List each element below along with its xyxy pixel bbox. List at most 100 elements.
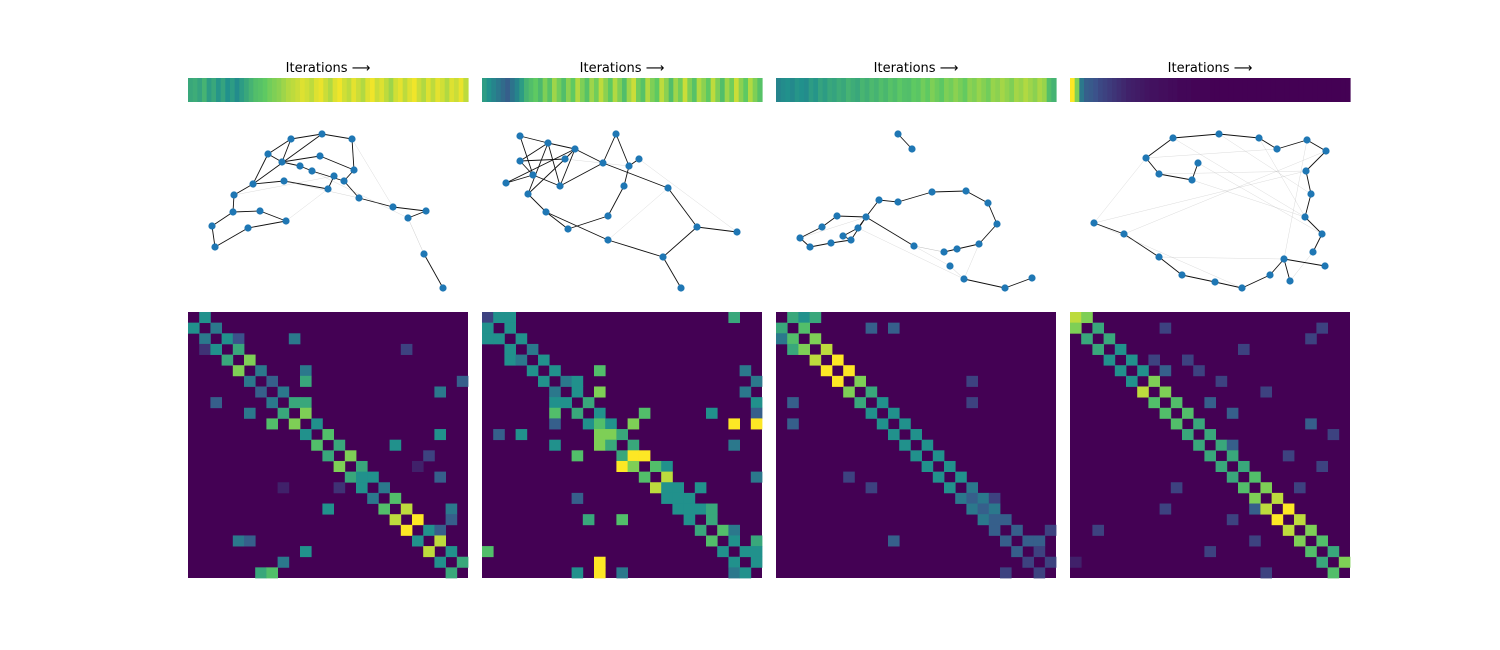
matrix-cell [400, 343, 413, 355]
matrix-cell [1022, 535, 1034, 547]
strip-cell [1112, 78, 1118, 102]
strip-cell [724, 78, 730, 102]
strip-cell [1079, 78, 1085, 102]
strip-cell [1042, 78, 1048, 102]
graph-node [524, 190, 532, 198]
graph-edge [1305, 150, 1327, 172]
strip-cell [1219, 78, 1225, 102]
strip-cell [594, 78, 600, 102]
matrix-cell [932, 450, 945, 462]
strip-cell [202, 78, 208, 102]
matrix-cell [1022, 556, 1034, 568]
graph-edge [321, 133, 353, 140]
matrix-cell [739, 365, 752, 377]
graph-node [862, 213, 870, 221]
strip-cell [892, 78, 898, 102]
strip-cell [547, 78, 553, 102]
graph-edge [931, 190, 967, 193]
strip-cell [398, 78, 404, 102]
strip-cell [1238, 78, 1244, 102]
matrix-cell [876, 418, 889, 430]
matrix-cell [594, 556, 606, 568]
strip-cell [692, 78, 698, 102]
matrix-cell [776, 322, 788, 334]
graph-edge [567, 215, 609, 230]
strip-cell [855, 78, 861, 102]
strip-cell [1182, 78, 1188, 102]
matrix-cell [1011, 546, 1023, 558]
matrix-cell [1316, 460, 1328, 472]
strip-cell [206, 78, 212, 102]
matrix-cell [977, 492, 990, 504]
matrix-cell [482, 333, 494, 345]
strip-cell [710, 78, 716, 102]
matrix-cell [255, 567, 267, 579]
matrix-cell [1148, 354, 1160, 366]
matrix-cell [1238, 343, 1250, 355]
graph-node [316, 152, 324, 160]
graph-edge [987, 202, 998, 225]
matrix-cell [423, 450, 435, 462]
strip-cell [972, 78, 978, 102]
graph-edge [519, 135, 534, 176]
matrix-cell [1070, 556, 1082, 568]
strip-cell [612, 78, 618, 102]
graph-edge [311, 170, 345, 182]
graph-edge [423, 253, 444, 289]
matrix-cell [1226, 439, 1239, 451]
graph-edge [505, 174, 534, 184]
graph-edge [897, 191, 933, 203]
strip-cell [1275, 78, 1281, 102]
strip-cell [1154, 78, 1160, 102]
matrix-cell [412, 535, 424, 547]
matrix-cell [683, 503, 696, 515]
matrix-cell [199, 333, 211, 345]
matrix-cell [966, 503, 978, 515]
matrix-cell [706, 407, 718, 419]
matrix-cell [988, 514, 1001, 526]
strip-cell [883, 78, 889, 102]
graph-node [229, 208, 237, 216]
matrix-cell [322, 503, 334, 515]
graph-node [1238, 284, 1246, 292]
matrix-cell [482, 322, 494, 334]
matrix-cell [750, 471, 763, 483]
matrix-heatmap-1 [188, 312, 469, 579]
matrix-cell [482, 546, 494, 558]
strip-cell [412, 78, 418, 102]
matrix-cell [1215, 439, 1228, 451]
strip-cell [1135, 78, 1141, 102]
graph-node [556, 182, 564, 190]
matrix-cell [888, 535, 900, 547]
graph-node [1302, 167, 1310, 175]
graph-edge [1093, 157, 1147, 224]
matrix-cell [661, 471, 673, 483]
strip-cell [1144, 78, 1150, 102]
strip-cell [211, 78, 217, 102]
matrix-cell [188, 322, 200, 334]
strip-cell [916, 78, 922, 102]
matrix-cell [594, 439, 606, 451]
matrix-cell [445, 546, 458, 558]
graph-node [659, 253, 667, 261]
graph-node [282, 217, 290, 225]
strip-cell [253, 78, 259, 102]
strip-cell [995, 78, 1001, 102]
graph-edge [913, 245, 951, 267]
strip-cell [598, 78, 604, 102]
matrix-cell [616, 450, 628, 462]
strip-cell [416, 78, 422, 102]
graph-node [516, 157, 524, 165]
matrix-cell [1182, 407, 1194, 419]
panel-title-3: Iterations ⟶ [874, 61, 959, 76]
strip-cell [342, 78, 348, 102]
strip-cell [496, 78, 502, 102]
strip-cell [976, 78, 982, 102]
matrix-cell [300, 365, 312, 377]
graph-plot-4 [1090, 130, 1330, 292]
strip-cell [911, 78, 917, 102]
matrix-cell [582, 397, 595, 409]
matrix-cell [1338, 556, 1351, 568]
matrix-cell [787, 418, 799, 430]
graph-node [1322, 147, 1330, 155]
